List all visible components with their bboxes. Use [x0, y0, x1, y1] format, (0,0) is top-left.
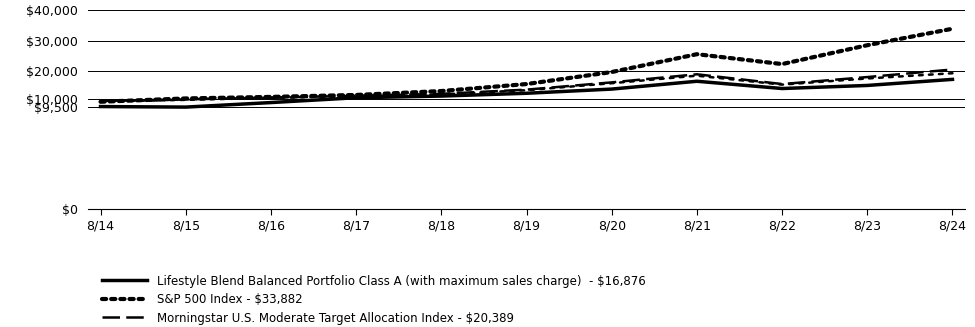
Legend: Lifestyle Blend Balanced Portfolio Class A (with maximum sales charge)  - $16,87: Lifestyle Blend Balanced Portfolio Class…	[102, 275, 645, 327]
